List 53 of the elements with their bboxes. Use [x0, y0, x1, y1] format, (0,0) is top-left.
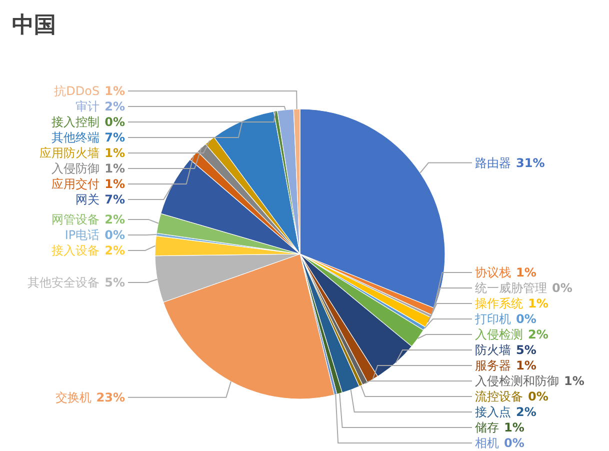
slice-label: 相机 [475, 436, 499, 450]
data-label: 5% [516, 343, 536, 357]
slice-label: 统一威胁管理 [475, 281, 547, 295]
slice-label: 入侵防御 [52, 162, 100, 176]
slice-label: 储存 [475, 420, 499, 434]
data-label: 2% [104, 243, 125, 258]
data-label: 2% [104, 212, 125, 226]
slice-label: 应用防火墙 [40, 146, 100, 160]
slice-label: 流控设备 [475, 390, 523, 404]
data-label: 1% [104, 162, 125, 176]
data-label: 1% [104, 177, 125, 192]
data-label: 0% [552, 281, 572, 295]
chart-title: 中国 [12, 13, 56, 38]
data-label: 1% [504, 420, 524, 434]
data-label: 5% [104, 276, 125, 290]
slice-label: 入侵检测和防御 [475, 374, 559, 388]
data-label: 0% [104, 228, 125, 242]
slice-label: 路由器 [475, 156, 511, 170]
slice-label: 审计 [76, 100, 100, 114]
data-label: 2% [528, 328, 548, 342]
slice-label: IP电话 [64, 228, 100, 242]
slice-label: 接入控制 [52, 115, 100, 130]
data-label: 1% [516, 358, 536, 372]
data-label: 1% [528, 296, 548, 310]
data-label: 1% [104, 84, 125, 98]
slice-label: 服务器 [475, 358, 511, 372]
data-label: 7% [104, 130, 125, 145]
data-label: 2% [104, 100, 125, 114]
data-label: 31% [516, 156, 545, 170]
slice-label: 打印机 [474, 312, 511, 326]
data-label: 2% [516, 405, 536, 419]
slice-label: 网管设备 [52, 212, 100, 226]
data-label: 7% [104, 192, 125, 207]
data-label: 1% [104, 146, 125, 160]
data-label: 23% [96, 390, 125, 404]
slice-label: 网关 [76, 192, 100, 207]
data-label: 1% [516, 266, 536, 280]
slice-label: 接入点 [475, 405, 511, 419]
slice-label: 其他安全设备 [28, 276, 100, 290]
data-label: 0% [528, 390, 548, 404]
data-label: 0% [516, 312, 536, 326]
slice-label: 应用交付 [52, 177, 100, 192]
data-label: 0% [104, 115, 125, 130]
slice-label: 防火墙 [475, 343, 511, 357]
slice-label: 接入设备 [52, 243, 100, 258]
slice-label: 操作系统 [475, 296, 523, 310]
data-label: 0% [504, 436, 524, 450]
slice-label: 交换机 [55, 390, 92, 404]
slice-label: 抗DDoS [54, 84, 100, 98]
slice-label: 协议栈 [475, 266, 511, 280]
slice-label: 入侵检测 [475, 328, 523, 342]
data-label: 1% [564, 374, 584, 388]
slice-label: 其他终端 [52, 130, 100, 145]
